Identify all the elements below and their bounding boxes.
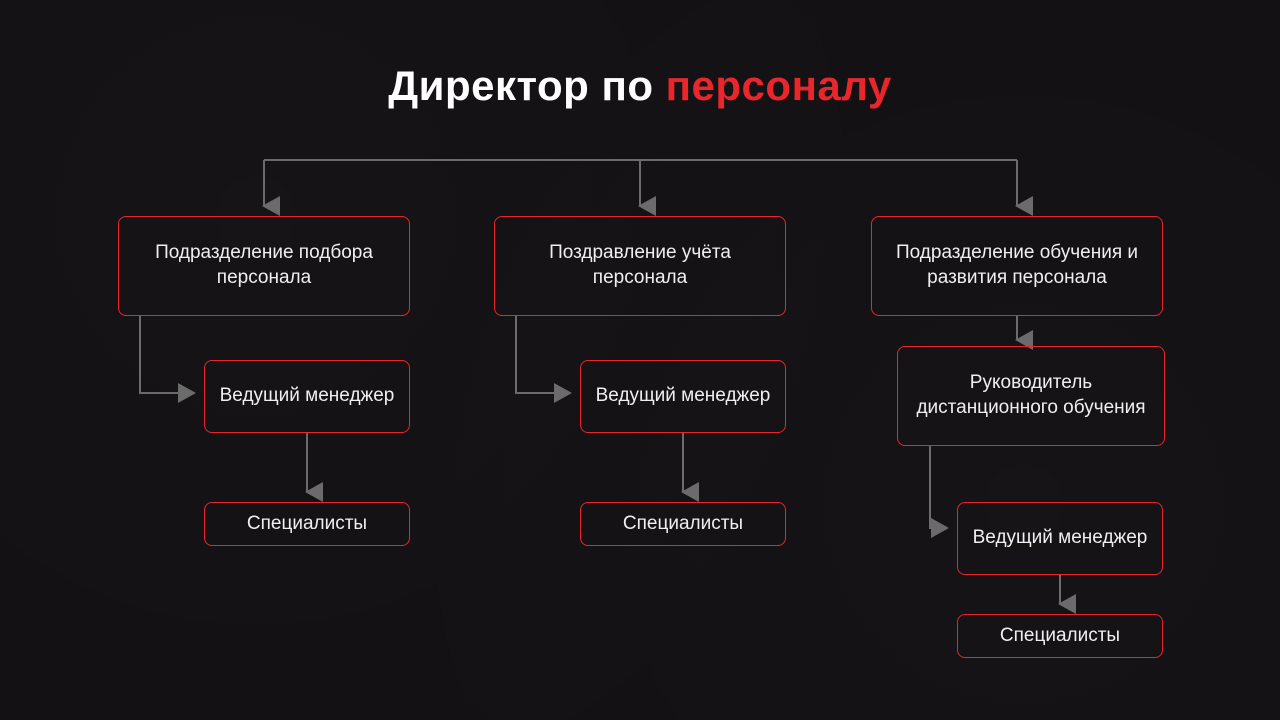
title-accent-text: персоналу	[666, 62, 892, 109]
box-hr-records-division[interactable]: Поздравление учёта персонала	[494, 216, 786, 316]
box-remote-learning-head[interactable]: Руководитель дистанционного обучения	[897, 346, 1165, 446]
title-prefix-text: Директор по	[388, 62, 665, 109]
box-hr-records-lead-manager[interactable]: Ведущий менеджер	[580, 360, 786, 433]
box-training-division[interactable]: Подразделение обучения и развития персон…	[871, 216, 1163, 316]
box-training-specialists[interactable]: Специалисты	[957, 614, 1163, 658]
box-recruitment-specialists[interactable]: Специалисты	[204, 502, 410, 546]
box-recruitment-division[interactable]: Подразделение подбора персонала	[118, 216, 410, 316]
box-training-lead-manager[interactable]: Ведущий менеджер	[957, 502, 1163, 575]
box-recruitment-lead-manager[interactable]: Ведущий менеджер	[204, 360, 410, 433]
org-chart: Директор по персоналу Подразделение подб…	[0, 0, 1280, 720]
page-title: Директор по персоналу	[0, 62, 1280, 110]
box-hr-records-specialists[interactable]: Специалисты	[580, 502, 786, 546]
